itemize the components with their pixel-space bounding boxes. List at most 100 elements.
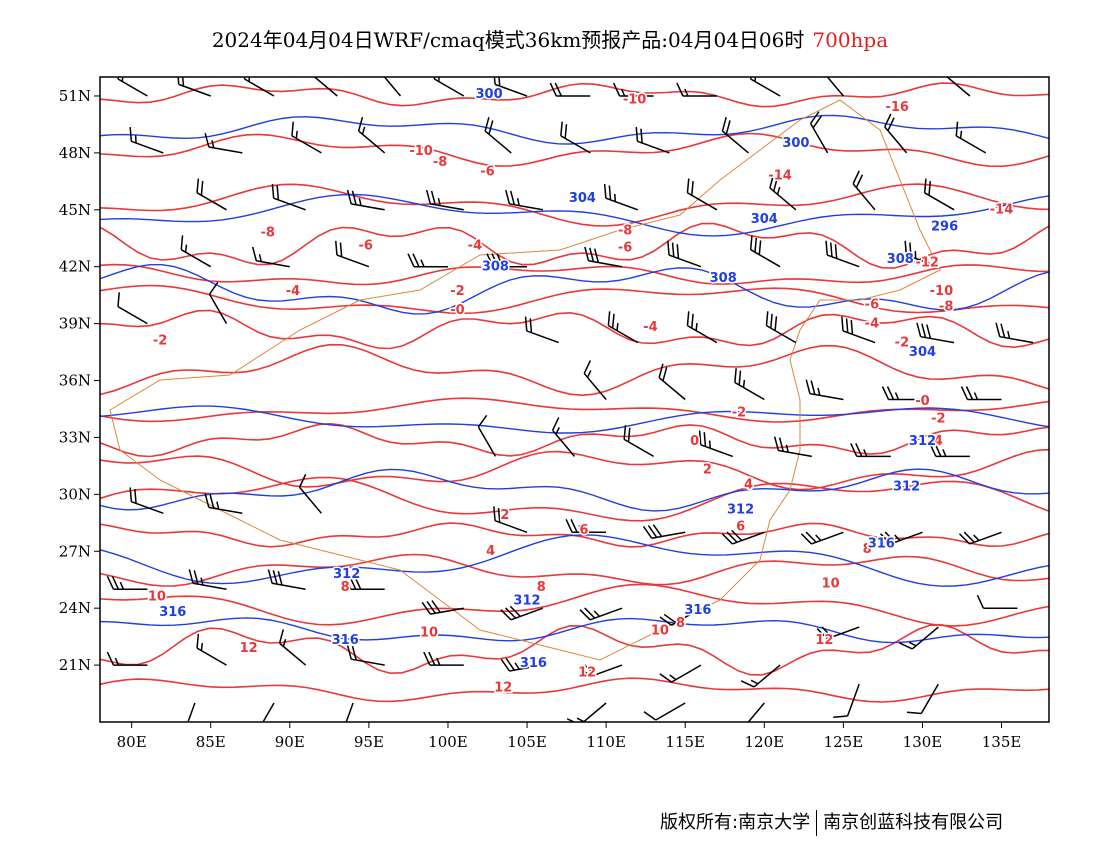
x-tick-label: 130E [903, 733, 943, 751]
temperature-label: 4 [744, 478, 753, 493]
wind-barb [340, 702, 354, 722]
wind-barb [180, 235, 212, 268]
wind-barb [357, 117, 386, 154]
geopotential-label: 300 [782, 136, 809, 151]
temperature-contour [100, 183, 1049, 227]
x-tick-label: 115E [665, 733, 705, 751]
temperature-label: 12 [494, 681, 512, 696]
temperature-label: 4 [934, 434, 943, 449]
title-pressure-level: 700hpa [812, 28, 889, 52]
wind-barb [579, 664, 623, 678]
temperature-label: -12 [915, 256, 939, 271]
geopotential-contour [100, 534, 1049, 587]
temperature-contour [100, 476, 1049, 522]
wind-barb [773, 436, 812, 458]
footer-divider [816, 810, 818, 836]
wind-barb [584, 246, 623, 268]
temperature-label: -0 [915, 394, 929, 409]
wind-barb [560, 121, 591, 154]
x-tick-label: 90E [275, 733, 305, 751]
wind-barb [500, 605, 544, 621]
temperature-contour [100, 677, 1049, 703]
temperature-label: -0 [450, 303, 464, 318]
geopotential-contour [100, 617, 1049, 644]
temperature-label: -4 [468, 239, 482, 254]
wind-barb [741, 702, 765, 722]
temperature-label: 12 [240, 641, 258, 656]
geopotential-label: 308 [482, 260, 509, 275]
wind-barb [256, 702, 275, 722]
temperature-label: -6 [618, 241, 632, 256]
temperature-label: 8 [537, 580, 546, 595]
y-tick-label: 30N [59, 485, 91, 503]
temperature-contour [100, 583, 1049, 627]
wind-barb [800, 531, 844, 545]
plot-frame [99, 76, 1050, 723]
wind-barb [477, 414, 497, 457]
temperature-label: -14 [990, 203, 1014, 218]
geopotential-label: 312 [727, 502, 754, 517]
wind-barb [769, 173, 797, 211]
wind-barb [278, 629, 307, 666]
geopotential-label: 300 [476, 87, 503, 102]
wind-barb [850, 443, 891, 458]
geopotential-label: 312 [513, 593, 540, 608]
y-tick-label: 48N [59, 144, 91, 162]
wind-barb [923, 178, 955, 211]
y-tick-label: 21N [59, 656, 91, 674]
x-tick-label: 135E [982, 733, 1022, 751]
wind-barb [809, 111, 829, 154]
footer: 版权所有:南京大学 南京创蓝科技有限公司 [660, 808, 1003, 836]
wind-barb [346, 645, 385, 666]
wind-barb [505, 189, 544, 211]
temperature-contour [100, 553, 1049, 587]
y-tick-label: 45N [59, 201, 91, 219]
temperature-contour [100, 263, 1049, 286]
temperature-label: -8 [433, 155, 447, 170]
wind-barb [995, 322, 1034, 344]
temperature-contour [100, 284, 1049, 315]
temperature-contour [100, 623, 1049, 676]
temperature-label: -4 [643, 320, 657, 335]
wind-barb [635, 126, 670, 154]
temperature-contour [100, 82, 1049, 108]
temperature-label: -14 [768, 168, 792, 183]
temperature-contour [100, 132, 1049, 168]
wind-barb [433, 77, 465, 97]
title-main: 2024年04月04日WRF/cmaq模式36km预报产品:04月04日06时 [211, 28, 805, 52]
wind-barb [659, 664, 702, 683]
wind-barb [407, 253, 448, 268]
temperature-label: -10 [930, 284, 954, 299]
wind-barb [335, 240, 370, 268]
temperature-label: -8 [260, 225, 274, 240]
wind-barb [129, 487, 164, 515]
geopotential-contour [100, 405, 1049, 434]
temperature-label: 10 [822, 576, 840, 591]
geopotential-contour [100, 193, 1049, 237]
wind-barb [686, 311, 718, 344]
x-tick-label: 85E [196, 733, 226, 751]
temperature-label: -6 [358, 239, 372, 254]
wind-barb [291, 121, 322, 154]
x-tick-label: 125E [824, 733, 864, 751]
x-tick-label: 95E [354, 733, 384, 751]
wind-barb [486, 253, 527, 268]
wind-barb [686, 178, 718, 211]
geopotential-label: 304 [569, 191, 596, 206]
y-tick-label: 36N [59, 372, 91, 390]
wind-barb [583, 360, 607, 400]
temperature-label: -4 [286, 284, 300, 299]
wind-barb [204, 493, 243, 515]
y-tick-label: 33N [59, 428, 91, 446]
temperature-label: -2 [450, 284, 464, 299]
wind-barb [176, 77, 211, 97]
wind-barb [820, 77, 844, 97]
wind-barb [943, 77, 971, 97]
wind-barb [612, 82, 654, 97]
geopotential-label: 316 [868, 537, 895, 552]
wind-barb [976, 594, 1018, 609]
y-tick-label: 27N [59, 542, 91, 560]
temperature-label: -6 [480, 165, 494, 180]
temperature-contour [100, 309, 1049, 350]
